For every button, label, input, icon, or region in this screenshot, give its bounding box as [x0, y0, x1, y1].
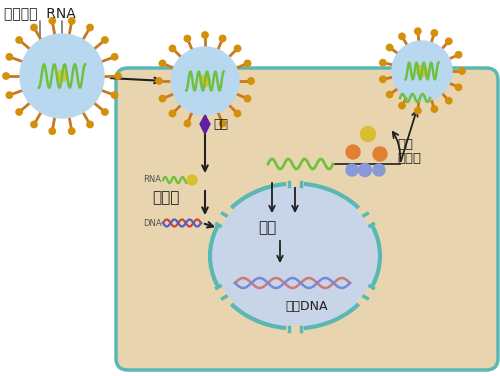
Circle shape — [68, 18, 75, 24]
Circle shape — [16, 109, 22, 115]
Circle shape — [431, 106, 438, 112]
Circle shape — [171, 47, 239, 115]
Circle shape — [184, 35, 190, 42]
Text: DNA: DNA — [143, 218, 162, 227]
Circle shape — [170, 110, 175, 117]
Circle shape — [202, 124, 208, 130]
Polygon shape — [200, 115, 210, 134]
Circle shape — [31, 24, 37, 31]
Circle shape — [416, 65, 428, 76]
Circle shape — [6, 54, 12, 60]
Circle shape — [386, 44, 393, 51]
Circle shape — [456, 84, 462, 91]
Circle shape — [414, 108, 421, 114]
Circle shape — [392, 41, 452, 101]
Ellipse shape — [210, 183, 380, 329]
Circle shape — [68, 128, 75, 134]
Circle shape — [431, 30, 438, 36]
Circle shape — [346, 145, 360, 159]
Circle shape — [459, 68, 465, 74]
Circle shape — [160, 60, 166, 67]
Text: 逆转录酶  RNA: 逆转录酶 RNA — [4, 6, 76, 20]
Circle shape — [346, 164, 358, 176]
Circle shape — [234, 110, 240, 117]
Text: 蛋白质: 蛋白质 — [397, 152, 421, 165]
Circle shape — [244, 60, 250, 67]
Circle shape — [16, 37, 22, 43]
Circle shape — [220, 35, 226, 42]
Circle shape — [31, 121, 37, 128]
Circle shape — [160, 96, 166, 102]
Circle shape — [49, 18, 56, 24]
Circle shape — [112, 92, 118, 99]
Circle shape — [360, 126, 376, 141]
Circle shape — [380, 59, 386, 66]
Circle shape — [102, 37, 108, 43]
Circle shape — [373, 147, 387, 161]
Circle shape — [446, 38, 452, 44]
Circle shape — [399, 33, 405, 39]
Circle shape — [373, 164, 385, 176]
Circle shape — [20, 34, 104, 118]
Circle shape — [102, 109, 108, 115]
Circle shape — [87, 121, 93, 128]
Circle shape — [234, 45, 240, 52]
Text: 整合: 整合 — [258, 220, 276, 235]
Circle shape — [56, 71, 68, 82]
FancyBboxPatch shape — [116, 68, 498, 370]
Circle shape — [380, 76, 386, 82]
Circle shape — [414, 28, 421, 35]
Text: 受体: 受体 — [213, 118, 228, 132]
Circle shape — [6, 92, 12, 99]
Circle shape — [156, 78, 162, 84]
Circle shape — [399, 102, 405, 109]
Circle shape — [115, 73, 121, 79]
Circle shape — [220, 120, 226, 127]
Circle shape — [87, 24, 93, 31]
Circle shape — [49, 128, 56, 134]
Circle shape — [358, 164, 372, 176]
Text: 细胚DNA: 细胚DNA — [285, 300, 328, 312]
Circle shape — [244, 96, 250, 102]
Circle shape — [184, 120, 190, 127]
Circle shape — [248, 78, 254, 84]
Circle shape — [446, 97, 452, 104]
Circle shape — [200, 76, 210, 86]
Circle shape — [112, 54, 118, 60]
Circle shape — [456, 52, 462, 58]
Circle shape — [170, 45, 175, 52]
Text: 病毒: 病毒 — [397, 138, 413, 150]
Text: 逆转录: 逆转录 — [152, 191, 180, 206]
Circle shape — [187, 175, 197, 185]
Text: RNA: RNA — [143, 176, 161, 185]
Circle shape — [386, 91, 393, 98]
Circle shape — [3, 73, 9, 79]
Circle shape — [202, 32, 208, 38]
